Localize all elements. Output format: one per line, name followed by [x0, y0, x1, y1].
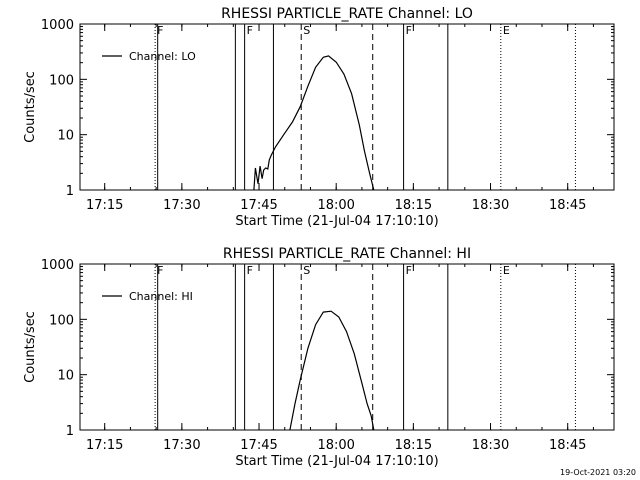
event-marker-label: S	[303, 264, 310, 277]
y-tick-label: 1	[66, 184, 74, 199]
x-tick-label: 17:45	[240, 198, 277, 213]
x-tick-label: 18:15	[395, 438, 432, 453]
event-marker-label: F	[247, 264, 253, 277]
x-tick-label: 18:45	[549, 198, 586, 213]
event-marker-label: F	[406, 264, 412, 277]
event-marker-label: F	[157, 24, 163, 37]
event-marker-label: F	[157, 264, 163, 277]
x-tick-label: 17:15	[86, 198, 123, 213]
x-tick-label: 17:15	[86, 438, 123, 453]
event-marker-label: S	[303, 24, 310, 37]
x-tick-label: 17:30	[163, 198, 200, 213]
x-tick-label: 18:30	[472, 438, 509, 453]
y-tick-label: 1000	[41, 258, 74, 273]
x-tick-label: 18:30	[472, 198, 509, 213]
event-marker-label: F	[406, 24, 412, 37]
y-axis-label: Counts/sec	[23, 311, 38, 383]
y-tick-label: 1	[66, 424, 74, 439]
x-tick-label: 18:00	[317, 198, 354, 213]
chart-title: RHESSI PARTICLE_RATE Channel: HI	[223, 246, 471, 262]
plot-frame	[79, 23, 615, 191]
y-tick-label: 1000	[41, 18, 74, 33]
x-axis-label: Start Time (21-Jul-04 17:10:10)	[235, 214, 438, 229]
chart-title: RHESSI PARTICLE_RATE Channel: LO	[221, 6, 473, 22]
plot-frame	[79, 263, 615, 431]
legend-label: Channel: HI	[129, 290, 193, 303]
x-axis-label: Start Time (21-Jul-04 17:10:10)	[235, 454, 438, 469]
event-marker-label: E	[503, 24, 510, 37]
legend-label: Channel: LO	[129, 50, 196, 63]
x-tick-label: 17:30	[163, 438, 200, 453]
x-tick-label: 18:15	[395, 198, 432, 213]
y-tick-label: 10	[57, 129, 74, 144]
y-tick-label: 100	[49, 313, 74, 328]
event-marker-label: F	[247, 24, 253, 37]
y-axis-label: Counts/sec	[23, 71, 38, 143]
hi-channel-chart: RHESSI PARTICLE_RATE Channel: HI 1 10 100 10…	[23, 246, 615, 469]
x-tick-label: 17:45	[240, 438, 277, 453]
x-tick-label: 18:45	[549, 438, 586, 453]
series-line	[289, 310, 375, 431]
x-tick-label: 18:00	[317, 438, 354, 453]
event-marker-label: E	[503, 264, 510, 277]
series-line	[253, 55, 375, 191]
y-tick-label: 100	[49, 73, 74, 88]
timestamp-label: 19-Oct-2021 03:20	[560, 468, 636, 477]
lo-channel-chart: RHESSI PARTICLE_RATE Channel: LO 1 10 100 10…	[23, 6, 615, 229]
y-tick-label: 10	[57, 369, 74, 384]
